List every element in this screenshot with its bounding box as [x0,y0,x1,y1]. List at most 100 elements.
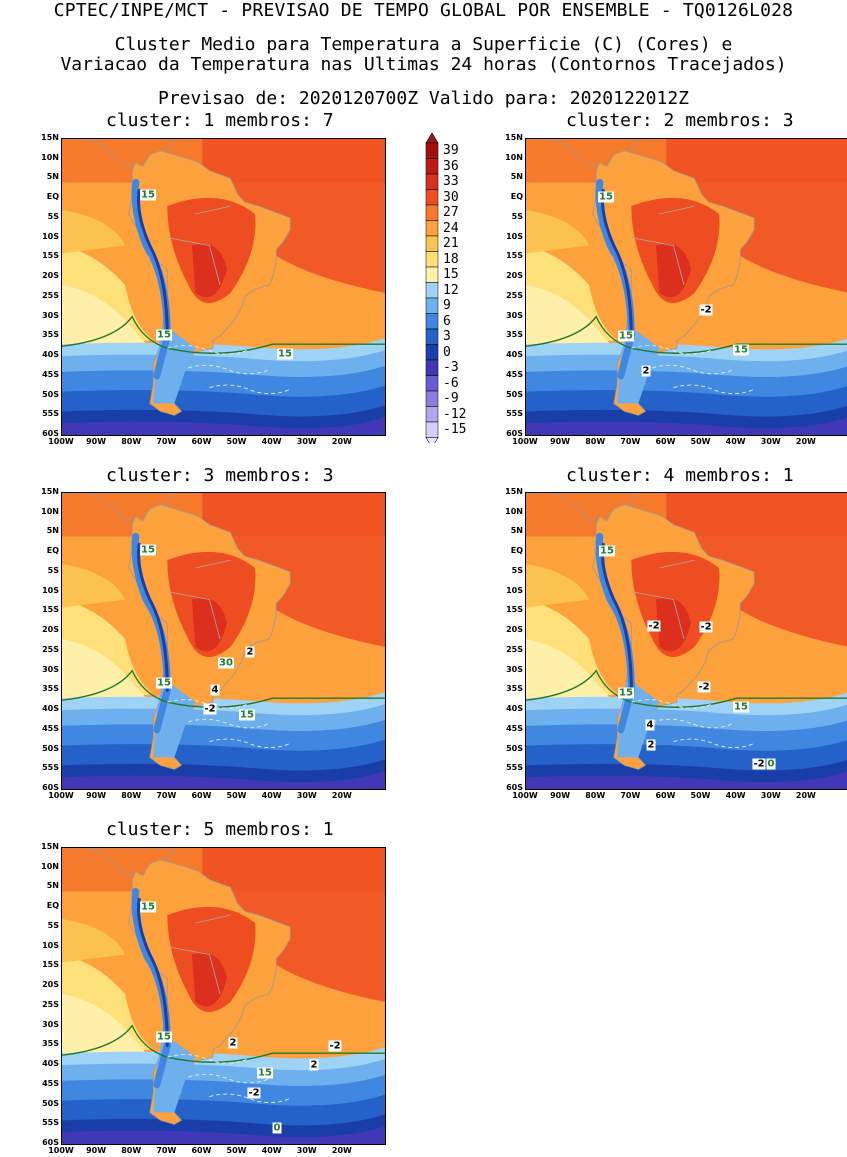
contour-label: 2 [646,739,656,751]
lat-tick-label: 35S [506,330,523,340]
map-panel-2: 15 15 15 -2 2 [525,138,847,436]
contour-label: 15 [140,189,156,201]
lat-tick-label: 30S [42,664,59,674]
lon-tick-label: 80W [585,791,606,800]
map-panel-5: 15 15 15 2 -2 -2 2 0 [61,847,386,1145]
lon-tick-label: 80W [585,437,606,446]
lon-tick-label: 30W [296,1146,317,1155]
contour-label: 15 [257,1067,273,1079]
contour-label: 15 [277,348,293,360]
lon-tick-label: 60W [655,791,676,800]
map-panel-3: 15 15 15 30 2 4 -2 [61,492,386,790]
contour-label: -2 [247,1087,261,1099]
colorbar-graphic [425,133,439,443]
colorbar-swatch [425,142,439,159]
lon-tick-label: 60W [191,791,212,800]
lat-tick-label: 15N [41,842,59,851]
lon-tick-label: 70W [620,791,641,800]
lat-tick-label: EQ [510,546,523,556]
lon-tick-label: 40W [261,791,282,800]
colorbar-swatch [425,375,439,392]
colorbar-swatch [425,220,439,237]
contour-label: 2 [641,365,651,377]
main-title: CPTEC/INPE/MCT - PREVISAO DE TEMPO GLOBA… [53,0,794,21]
colorbar-swatch [425,390,439,407]
panel-title-1: cluster: 1 membros: 7 [106,110,334,131]
contour-label: 2 [228,1037,238,1049]
lon-tick-label: 100W [48,437,74,446]
colorbar-swatch [425,344,439,361]
contour-label: 15 [733,344,749,356]
lat-tick-label: 30S [42,310,59,320]
colorbar-swatch [425,204,439,221]
lat-tick-label: 55S [506,409,523,419]
contour-label: 2 [245,646,255,658]
lon-tick-label: 40W [261,437,282,446]
lon-tick-label: 90W [550,437,571,446]
lat-tick-label: 55S [506,763,523,773]
lon-tick-label: 90W [86,437,107,446]
colorbar-swatch [425,189,439,206]
colorbar-swatch [425,421,439,438]
lat-tick-label: 15S [506,251,523,261]
colorbar-swatch [425,266,439,283]
lat-tick-label: 20S [42,271,59,281]
lat-tick-label: 5N [46,172,59,182]
colorbar-label: 27 [443,205,459,220]
colorbar-swatch [425,359,439,376]
contour-label: 15 [733,701,749,713]
lat-tick-label: 15S [42,251,59,261]
lat-tick-label: 15S [42,605,59,615]
lon-tick-label: 100W [512,791,538,800]
temperature-field-2 [526,139,847,435]
subtitle-line-1: Cluster Medio para Temperatura a Superfi… [114,34,733,55]
lat-tick-label: 10N [505,506,523,516]
contour-label: 15 [618,330,634,342]
lat-tick-label: 60S [506,783,523,792]
colorbar-label: -6 [443,375,459,391]
colorbar-swatch [425,406,439,423]
contour-label: 15 [140,544,156,556]
lat-tick-label: 15N [505,133,523,142]
lat-tick-label: 10N [505,152,523,162]
colorbar-swatch [425,235,439,252]
lat-tick-label: 10N [41,506,59,516]
colorbar-label: 9 [443,298,451,313]
panel-title-4: cluster: 4 membros: 1 [566,465,794,486]
lat-tick-label: 5N [510,172,523,182]
lat-tick-label: 40S [506,704,523,714]
lon-tick-label: 20W [795,437,816,446]
lat-tick-label: 60S [506,429,523,438]
temperature-field-1 [62,139,385,435]
lon-tick-label: 70W [156,437,177,446]
colorbar-label: 33 [443,174,459,189]
lat-tick-label: 15N [41,487,59,496]
contour-label: -2 [697,681,711,693]
contour-label: 30 [218,657,234,669]
colorbar-swatch [425,297,439,314]
lat-tick-label: 45S [42,723,59,733]
lon-tick-label: 100W [48,1146,74,1155]
colorbar-label: 12 [443,282,459,298]
lat-tick-label: 50S [506,743,523,753]
lon-tick-label: 80W [121,791,142,800]
colorbar-swatch [425,313,439,330]
lon-tick-label: 70W [156,1146,177,1155]
contour-label: 4 [645,719,655,731]
colorbar-label: 15 [443,267,459,282]
lat-tick-label: 45S [42,1078,59,1088]
lat-tick-label: 50S [42,1098,59,1108]
colorbar-swatch [425,158,439,175]
lon-tick-label: 90W [86,791,107,800]
contour-label: 15 [156,329,172,341]
lat-tick-label: 55S [42,1118,59,1128]
contour-label: 4 [210,684,220,696]
lat-tick-label: 35S [42,684,59,694]
lon-tick-label: 50W [226,1146,247,1155]
contour-label: 15 [140,901,156,913]
temperature-field-5 [62,848,385,1144]
lat-tick-label: 10S [506,585,523,595]
colorbar-swatch [425,251,439,268]
lat-tick-label: 5N [46,526,59,536]
lat-tick-label: 5S [511,565,523,575]
